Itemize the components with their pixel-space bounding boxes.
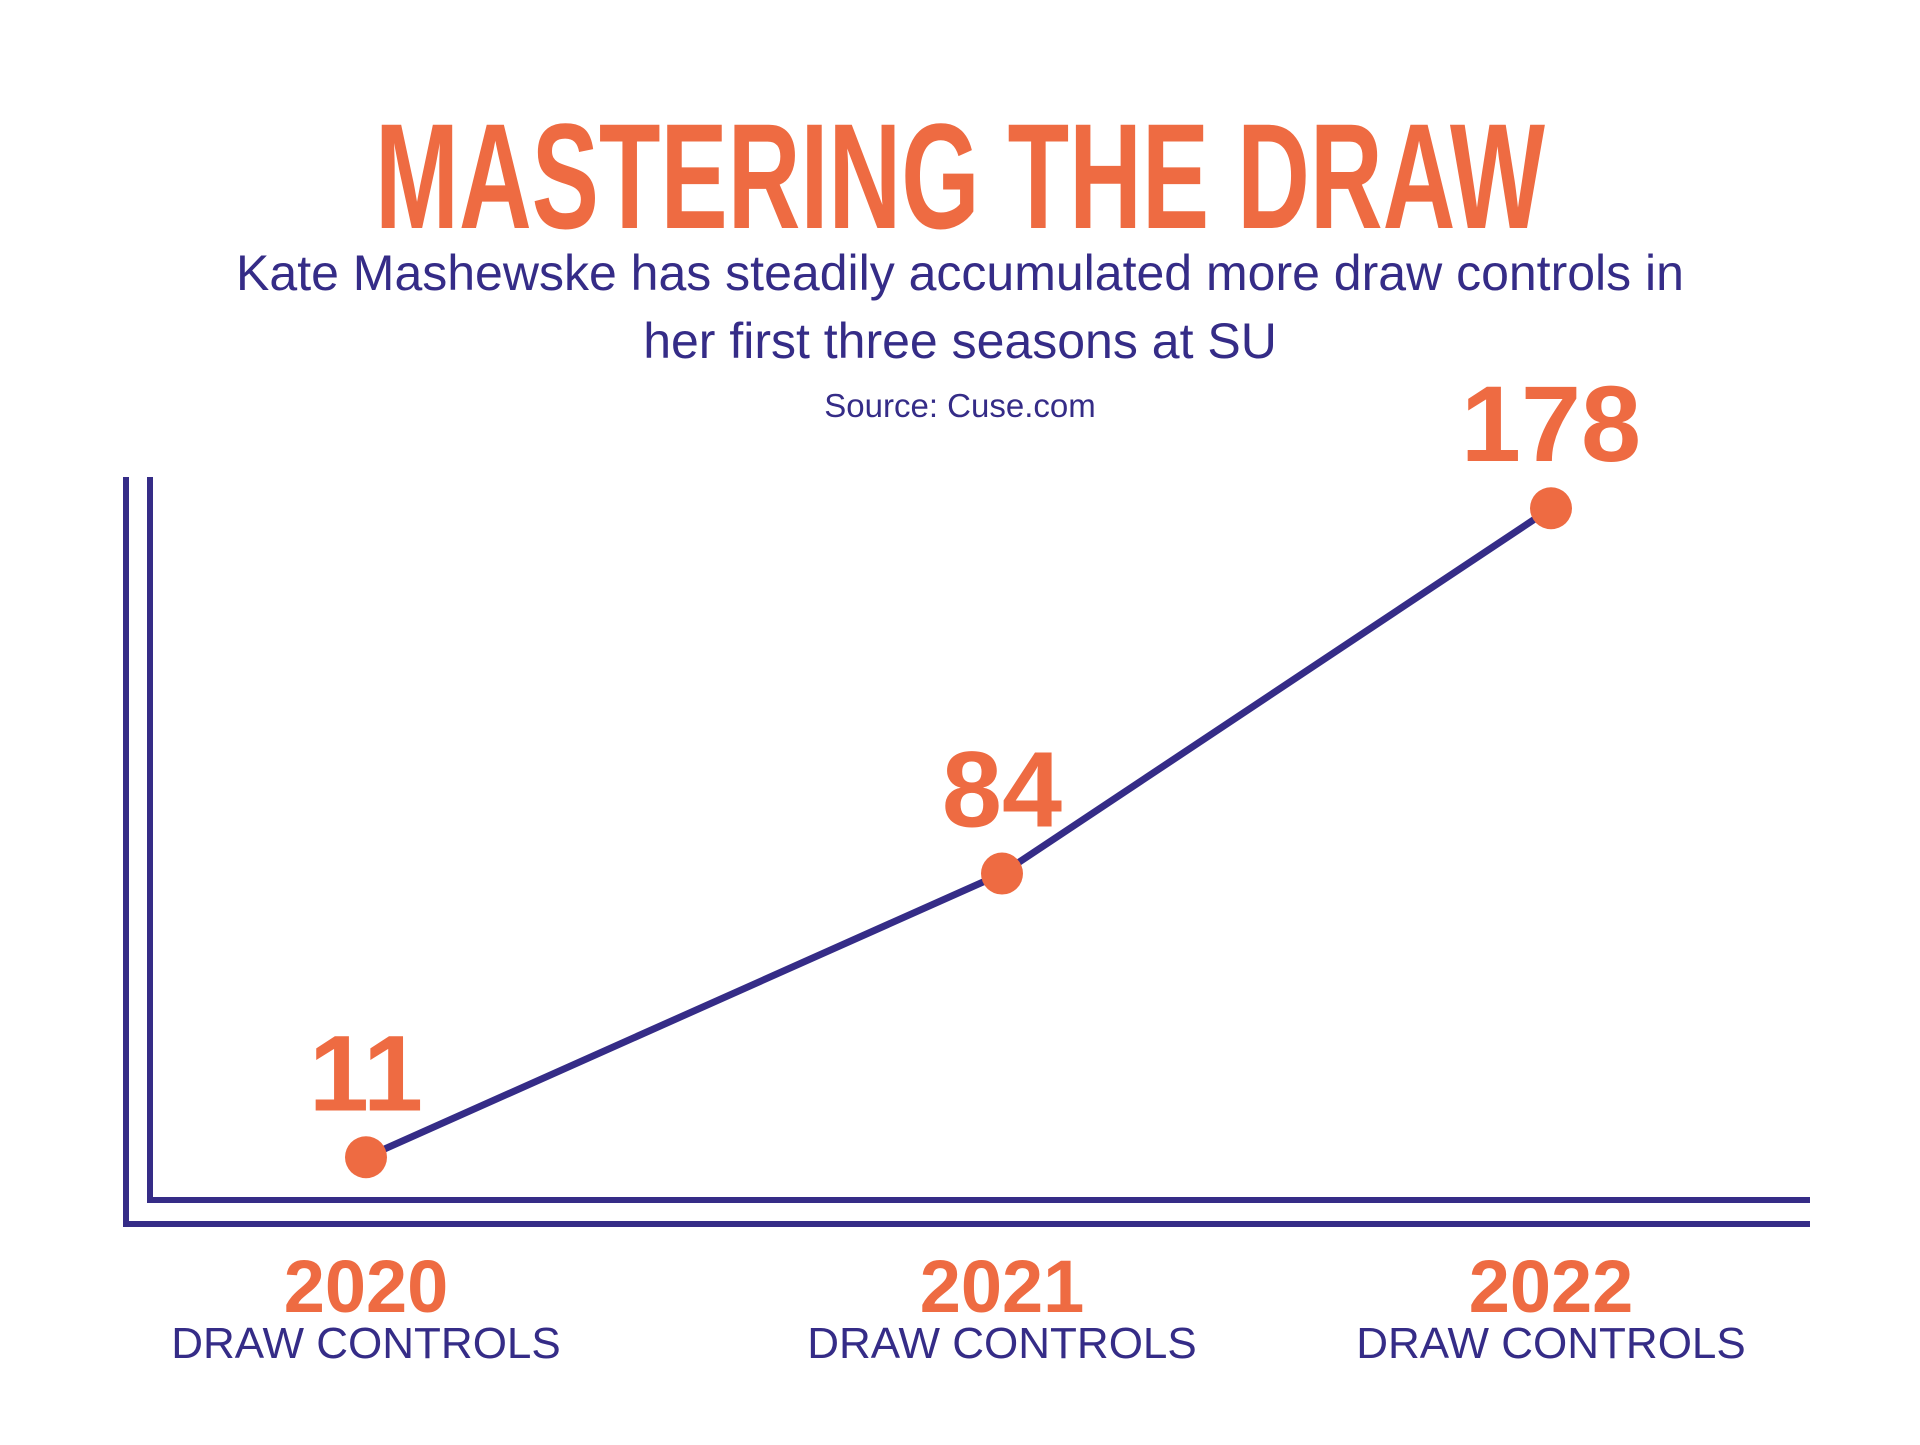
chart-subtitle-line-1: Kate Mashewske has steadily accumulated …: [236, 245, 1684, 301]
x-tick-sublabel-2021: DRAW CONTROLS: [807, 1319, 1197, 1368]
chart-axes: [123, 477, 1810, 1227]
data-label-2021: 84: [942, 729, 1062, 850]
x-tick-label-2022: 2022: [1469, 1245, 1634, 1328]
x-tick-sublabel-2022: DRAW CONTROLS: [1356, 1319, 1746, 1368]
data-label-2020: 11: [309, 1012, 423, 1133]
x-tick-sublabel-2020: DRAW CONTROLS: [171, 1319, 561, 1368]
x-tick-label-2020: 2020: [284, 1245, 449, 1328]
chart-source: Source: Cuse.com: [824, 387, 1095, 424]
chart-title: MASTERING THE DRAW: [375, 92, 1545, 260]
data-point-2022: [1530, 487, 1572, 530]
x-tick-label-2021: 2021: [920, 1245, 1085, 1328]
data-point-2020: [345, 1136, 387, 1179]
data-label-2022: 178: [1461, 363, 1641, 484]
chart-subtitle-line-2: her first three seasons at SU: [643, 313, 1277, 369]
data-point-2021: [981, 852, 1023, 895]
